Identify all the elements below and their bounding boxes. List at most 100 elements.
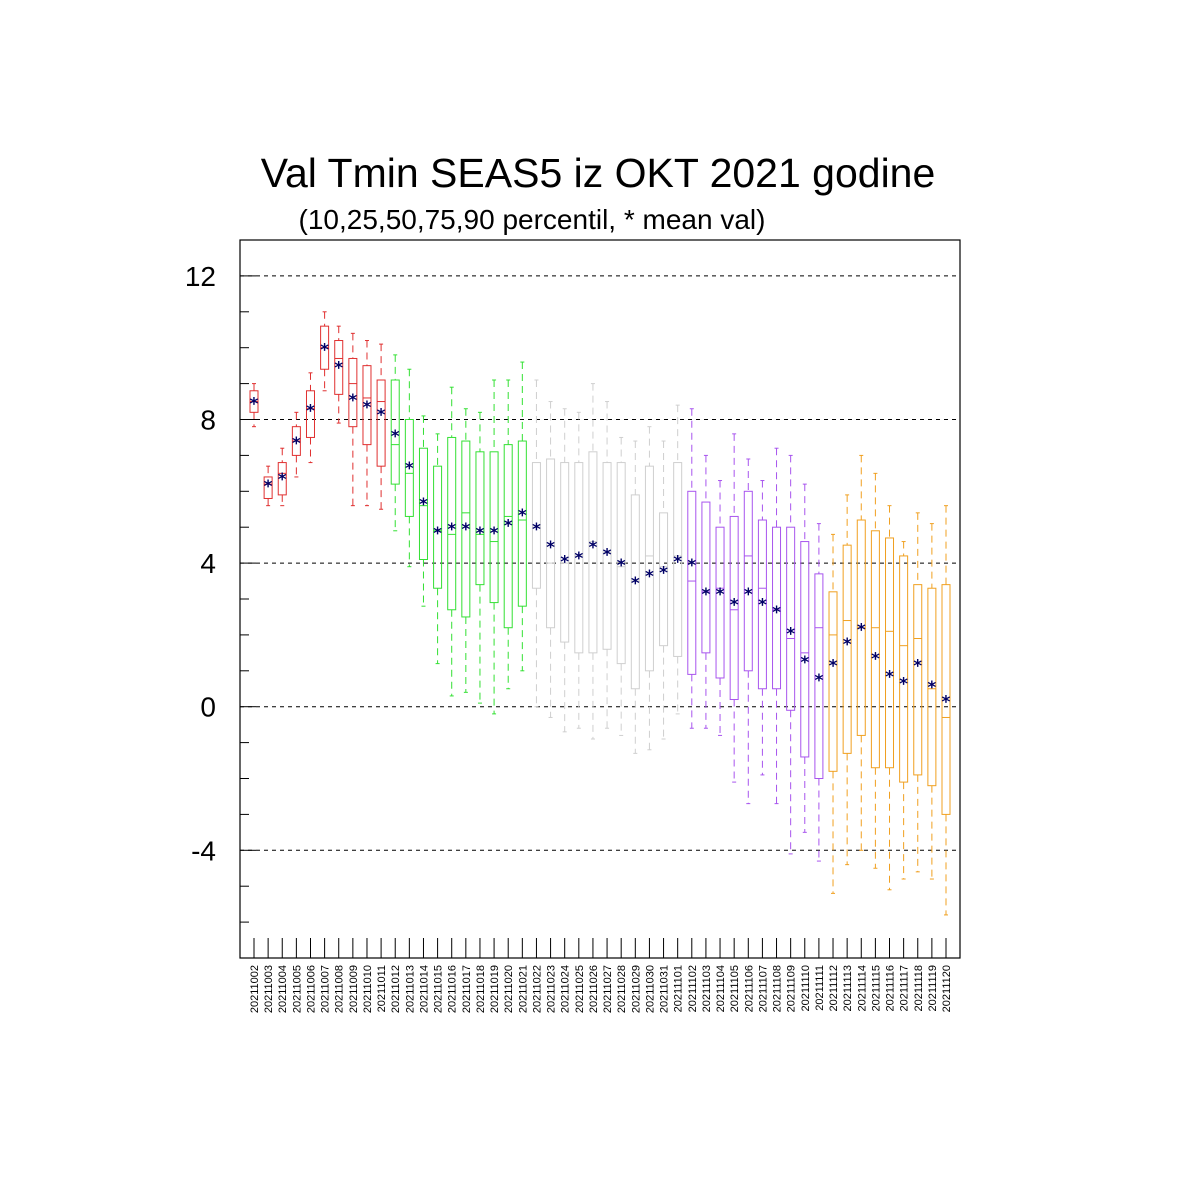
- box-20211019: *: [489, 379, 499, 715]
- x-tick-label: 20211106: [743, 965, 755, 1012]
- mean-marker: *: [659, 563, 668, 583]
- box-20211015: *: [433, 433, 442, 665]
- box-20211021: *: [517, 361, 527, 672]
- mean-marker: *: [391, 427, 400, 447]
- box-20211114: *: [856, 454, 866, 851]
- box-20211117: *: [899, 541, 908, 880]
- mean-marker: *: [927, 678, 936, 698]
- x-tick-labels: 20211002 20211003 20211004 20211005 20211006…: [249, 965, 953, 1013]
- x-tick-label: 20211023: [546, 965, 558, 1013]
- mean-marker: *: [942, 693, 951, 713]
- x-tick-label: 20211117: [899, 965, 911, 1012]
- box-20211023: *: [546, 401, 556, 718]
- x-tick-label: 20211114: [856, 965, 868, 1012]
- mean-marker: *: [800, 653, 809, 673]
- x-tick-label: 20211111: [814, 965, 826, 1011]
- x-tick-label: 20211120: [941, 965, 953, 1012]
- box-20211026: *: [588, 383, 598, 740]
- box-iqr: [729, 515, 739, 701]
- box-20211118: *: [913, 512, 923, 873]
- box-iqr: [517, 440, 527, 607]
- x-tick-label: 20211026: [588, 965, 600, 1013]
- box-20211020: *: [503, 379, 513, 690]
- box-20211007: *: [320, 311, 329, 392]
- box-iqr: [418, 447, 428, 561]
- box-20211005: *: [291, 411, 301, 478]
- x-tick-label: 20211027: [602, 965, 614, 1013]
- box-20211009: *: [348, 332, 357, 507]
- mean-marker: *: [814, 671, 823, 691]
- box-iqr: [800, 541, 810, 758]
- mean-marker: *: [744, 585, 753, 605]
- box-iqr: [870, 530, 880, 769]
- mean-marker: *: [447, 520, 456, 540]
- mean-marker: *: [786, 624, 795, 644]
- box-iqr: [772, 526, 782, 690]
- y-tick-label: -4: [191, 835, 216, 866]
- box-20211028: *: [616, 436, 626, 736]
- box-20211002: *: [249, 383, 259, 428]
- mean-marker: *: [772, 603, 781, 623]
- box-20211109: *: [786, 454, 796, 855]
- box-20211111: *: [814, 523, 823, 862]
- x-tick-label: 20211109: [786, 965, 798, 1012]
- mean-marker: *: [433, 524, 442, 544]
- x-tick-label: 20211031: [659, 965, 671, 1013]
- x-tick-label: 20211112: [828, 965, 840, 1012]
- box-iqr: [701, 501, 711, 654]
- box-iqr: [715, 526, 725, 679]
- box-iqr: [404, 419, 414, 517]
- x-tick-label: 20211012: [390, 965, 402, 1013]
- x-tick-label: 20211101: [673, 965, 685, 1012]
- mean-marker: *: [701, 585, 710, 605]
- box-iqr: [630, 494, 640, 690]
- box-iqr: [447, 436, 457, 611]
- box-iqr: [305, 390, 315, 438]
- mean-marker: *: [518, 506, 527, 526]
- x-tick-label: 20211013: [404, 965, 416, 1013]
- x-tick-label: 20211009: [348, 965, 360, 1013]
- chart-subtitle: (10,25,50,75,90 percentil, * mean val): [299, 204, 766, 235]
- box-iqr: [828, 591, 838, 772]
- y-tick-label: 0: [200, 692, 216, 723]
- x-tick-label: 20211030: [644, 965, 656, 1013]
- box-iqr: [376, 379, 386, 467]
- mean-marker: *: [532, 520, 541, 540]
- box-iqr: [588, 451, 598, 654]
- mean-marker: *: [461, 520, 470, 540]
- mean-marker: *: [320, 341, 329, 361]
- box-iqr: [687, 490, 697, 675]
- box-20211022: *: [531, 379, 541, 708]
- box-20211004: *: [277, 447, 287, 507]
- box-20211017: *: [461, 408, 470, 693]
- mean-marker: *: [645, 567, 654, 587]
- mean-marker: *: [419, 495, 428, 515]
- x-tick-label: 20211115: [870, 965, 882, 1012]
- mean-marker: *: [758, 596, 767, 616]
- mean-marker: *: [250, 395, 259, 415]
- box-20211027: *: [602, 401, 612, 729]
- mean-marker: *: [716, 585, 725, 605]
- box-20211105: *: [729, 433, 739, 783]
- x-tick-label: 20211105: [729, 965, 741, 1012]
- mean-marker: *: [843, 635, 852, 655]
- x-tick-label: 20211011: [376, 965, 388, 1012]
- mean-marker: *: [278, 470, 287, 490]
- box-20211006: *: [305, 372, 315, 464]
- box-iqr: [362, 365, 372, 446]
- mean-marker: *: [617, 556, 626, 576]
- box-iqr: [913, 584, 923, 776]
- x-tick-label: 20211008: [334, 965, 346, 1013]
- mean-marker: *: [687, 556, 696, 576]
- x-tick-label: 20211014: [418, 965, 430, 1013]
- box-iqr: [546, 458, 556, 629]
- mean-marker: *: [264, 477, 273, 497]
- box-20211024: *: [560, 408, 569, 733]
- box-iqr: [743, 490, 753, 672]
- x-tick-label: 20211103: [701, 965, 713, 1012]
- x-tick-label: 20211116: [885, 965, 897, 1012]
- x-tick-label: 20211016: [447, 965, 459, 1013]
- box-iqr: [786, 526, 796, 711]
- box-iqr: [659, 512, 669, 647]
